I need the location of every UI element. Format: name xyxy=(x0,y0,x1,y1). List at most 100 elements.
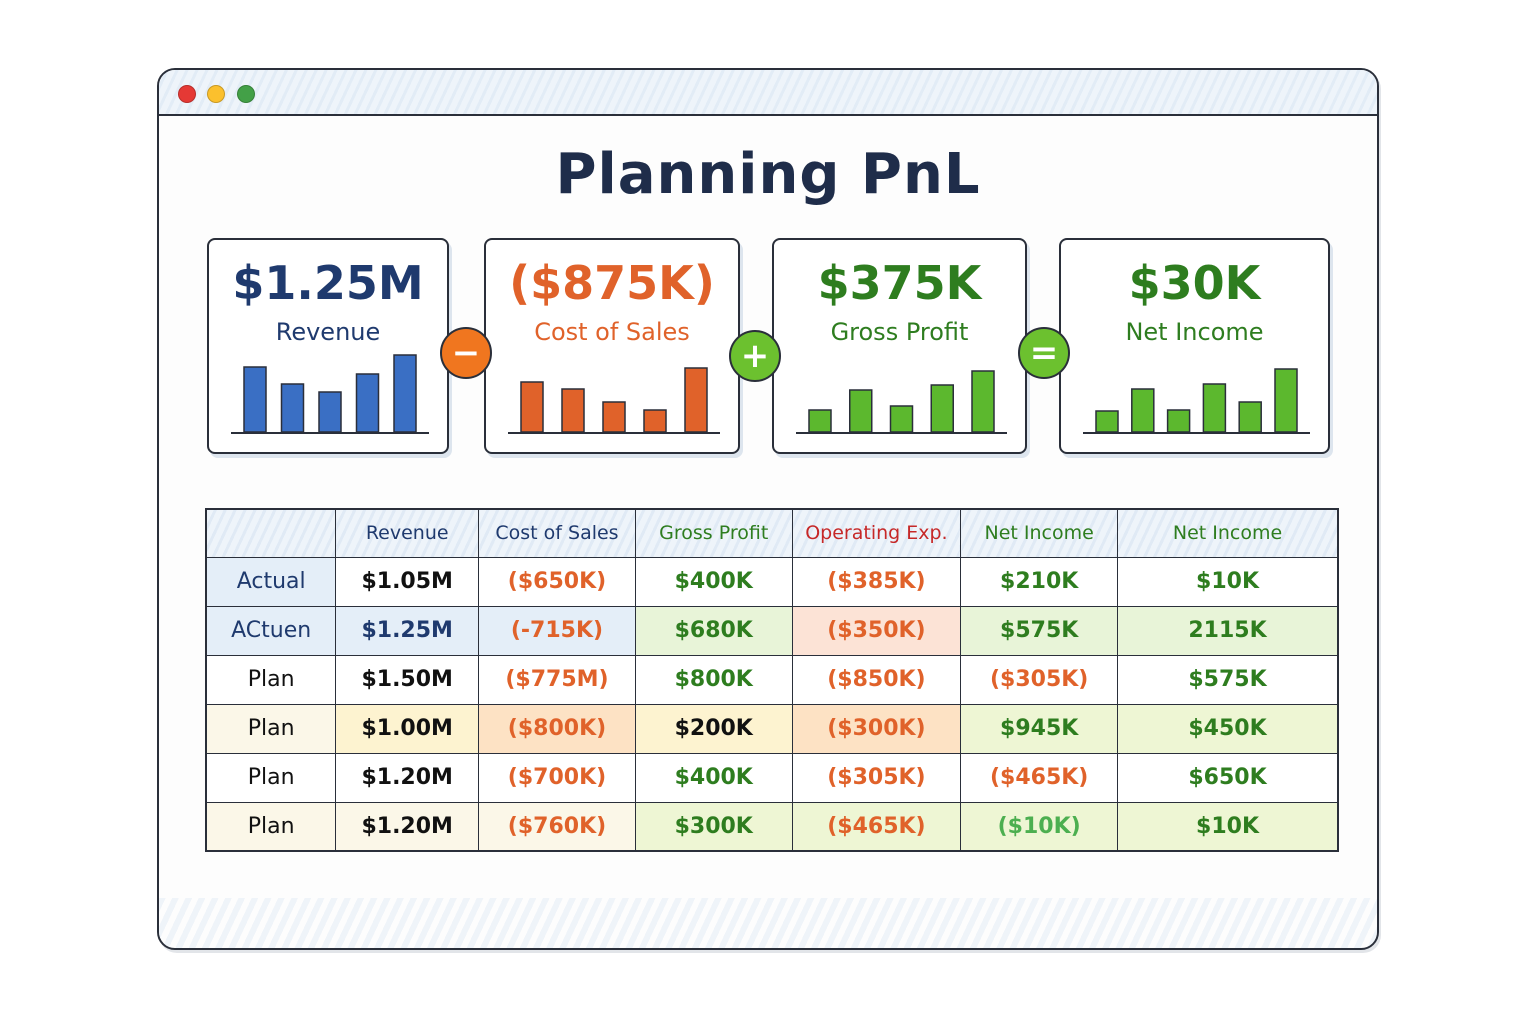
table-cell[interactable]: ($350K) xyxy=(791,605,962,656)
cost-of-sales-bar-3 xyxy=(602,401,626,433)
revenue-bar-1 xyxy=(243,366,267,433)
column-header-2[interactable]: Cost of Sales xyxy=(478,508,636,558)
revenue-label: Revenue xyxy=(275,318,381,346)
revenue-bar-4 xyxy=(355,373,380,433)
table-cell[interactable]: ($465K) xyxy=(791,801,962,852)
column-header-3[interactable]: Gross Profit xyxy=(634,508,793,558)
net-income-label: Net Income xyxy=(1125,318,1264,346)
table-cell[interactable]: ($700K) xyxy=(478,752,636,803)
row-label: Actual xyxy=(205,556,337,607)
gross-profit-mini-bar-chart xyxy=(796,370,1007,434)
cost-of-sales-bar-5 xyxy=(684,367,708,433)
gross-profit-bar-4 xyxy=(930,384,954,433)
table-cell[interactable]: $1.25M xyxy=(335,605,480,656)
cost-of-sales-label: Cost of Sales xyxy=(534,318,690,346)
cost-of-sales-bar-2 xyxy=(561,388,585,433)
gross-profit-card[interactable]: $375K Gross Profit xyxy=(772,238,1027,454)
cost-of-sales-bar-1 xyxy=(520,381,544,433)
row-label: Plan xyxy=(205,703,337,754)
table-cell[interactable]: ($760K) xyxy=(478,801,636,852)
minimize-window-button[interactable] xyxy=(207,85,225,103)
table-header-row: Revenue Cost of Sales Gross Profit Operatin… xyxy=(205,508,1339,558)
table-cell[interactable]: $1.50M xyxy=(335,654,480,705)
table-cell[interactable]: $680K xyxy=(634,605,793,656)
revenue-card[interactable]: $1.25M Revenue xyxy=(207,238,449,454)
table-cell[interactable]: $10K xyxy=(1117,556,1339,607)
net-income-bar-1 xyxy=(1095,410,1119,433)
table-cell[interactable]: ($10K) xyxy=(960,801,1119,852)
table-cell[interactable]: $1.05M xyxy=(335,556,480,607)
net-income-bar-6 xyxy=(1274,368,1298,433)
page-title: Planning PnL xyxy=(555,142,981,207)
table-row: Plan $1.20M ($760K) $300K ($465K) ($10K) $10K xyxy=(205,801,1339,852)
window-bottom-decoration xyxy=(159,898,1377,948)
plus-operator-icon: + xyxy=(729,330,781,382)
table-cell[interactable]: $1.20M xyxy=(335,801,480,852)
table-cell[interactable]: $400K xyxy=(634,752,793,803)
column-header-1[interactable]: Revenue xyxy=(335,508,480,558)
table-cell[interactable]: ($305K) xyxy=(791,752,962,803)
table-cell[interactable]: $200K xyxy=(634,703,793,754)
cost-of-sales-value: ($875K) xyxy=(509,256,715,310)
table-cell[interactable]: (-715K) xyxy=(478,605,636,656)
pnl-table: Revenue Cost of Sales Gross Profit Operatin… xyxy=(205,508,1339,852)
table-cell[interactable]: $945K xyxy=(960,703,1119,754)
cost-of-sales-mini-bar-chart xyxy=(508,367,720,434)
net-income-bar-4 xyxy=(1202,383,1227,433)
app-window: Planning PnL $1.25M Revenue ($875K) Cost of… xyxy=(157,68,1379,950)
net-income-value: $30K xyxy=(1128,256,1261,310)
table-cell[interactable]: ($775M) xyxy=(478,654,636,705)
table-cell[interactable]: $300K xyxy=(634,801,793,852)
cost-of-sales-bar-4 xyxy=(643,409,667,433)
column-header-corner xyxy=(205,508,337,558)
revenue-bar-5 xyxy=(393,354,417,433)
table-cell[interactable]: $10K xyxy=(1117,801,1339,852)
table-row: Plan $1.20M ($700K) $400K ($305K) ($465K) $650… xyxy=(205,752,1339,803)
table-row: ACtuen $1.25M (-715K) $680K ($350K) $575K 2115… xyxy=(205,605,1339,656)
title-bar xyxy=(159,70,1377,116)
table-row: Plan $1.00M ($800K) $200K ($300K) $945K $450K xyxy=(205,703,1339,754)
gross-profit-value: $375K xyxy=(817,256,982,310)
row-label: Plan xyxy=(205,801,337,852)
gross-profit-bar-5 xyxy=(971,370,995,433)
revenue-bar-3 xyxy=(318,391,342,433)
table-cell[interactable]: $800K xyxy=(634,654,793,705)
net-income-bar-2 xyxy=(1131,388,1155,433)
column-header-5[interactable]: Net Income xyxy=(960,508,1119,558)
table-cell[interactable]: ($305K) xyxy=(960,654,1119,705)
table-cell[interactable]: ($385K) xyxy=(791,556,962,607)
maximize-window-button[interactable] xyxy=(237,85,255,103)
table-cell[interactable]: $400K xyxy=(634,556,793,607)
equals-operator-icon: = xyxy=(1018,327,1070,379)
minus-operator-icon: − xyxy=(440,327,492,379)
table-cell[interactable]: $1.20M xyxy=(335,752,480,803)
net-income-bar-5 xyxy=(1238,401,1262,433)
net-income-bar-3 xyxy=(1166,409,1191,433)
table-cell[interactable]: ($465K) xyxy=(960,752,1119,803)
gross-profit-bar-3 xyxy=(889,405,914,433)
column-header-6[interactable]: Net Income xyxy=(1117,508,1339,558)
table-cell[interactable]: $450K xyxy=(1117,703,1339,754)
close-window-button[interactable] xyxy=(178,85,196,103)
row-label: ACtuen xyxy=(205,605,337,656)
gross-profit-label: Gross Profit xyxy=(830,318,969,346)
table-cell[interactable]: $1.00M xyxy=(335,703,480,754)
table-cell[interactable]: ($800K) xyxy=(478,703,636,754)
table-cell[interactable]: $650K xyxy=(1117,752,1339,803)
gross-profit-bar-1 xyxy=(808,409,832,433)
net-income-card[interactable]: $30K Net Income xyxy=(1059,238,1330,454)
table-cell[interactable]: $575K xyxy=(960,605,1119,656)
table-cell[interactable]: $210K xyxy=(960,556,1119,607)
table-row: Plan $1.50M ($775M) $800K ($850K) ($305K) $575… xyxy=(205,654,1339,705)
table-cell[interactable]: ($300K) xyxy=(791,703,962,754)
net-income-mini-bar-chart xyxy=(1083,368,1310,434)
row-label: Plan xyxy=(205,654,337,705)
table-cell[interactable]: ($850K) xyxy=(791,654,962,705)
row-label: Plan xyxy=(205,752,337,803)
table-cell[interactable]: 2115K xyxy=(1117,605,1339,656)
cost-of-sales-card[interactable]: ($875K) Cost of Sales xyxy=(484,238,740,454)
table-cell[interactable]: $575K xyxy=(1117,654,1339,705)
column-header-4[interactable]: Operating Exp. xyxy=(791,508,962,558)
table-cell[interactable]: ($650K) xyxy=(478,556,636,607)
gross-profit-bar-2 xyxy=(849,389,873,433)
